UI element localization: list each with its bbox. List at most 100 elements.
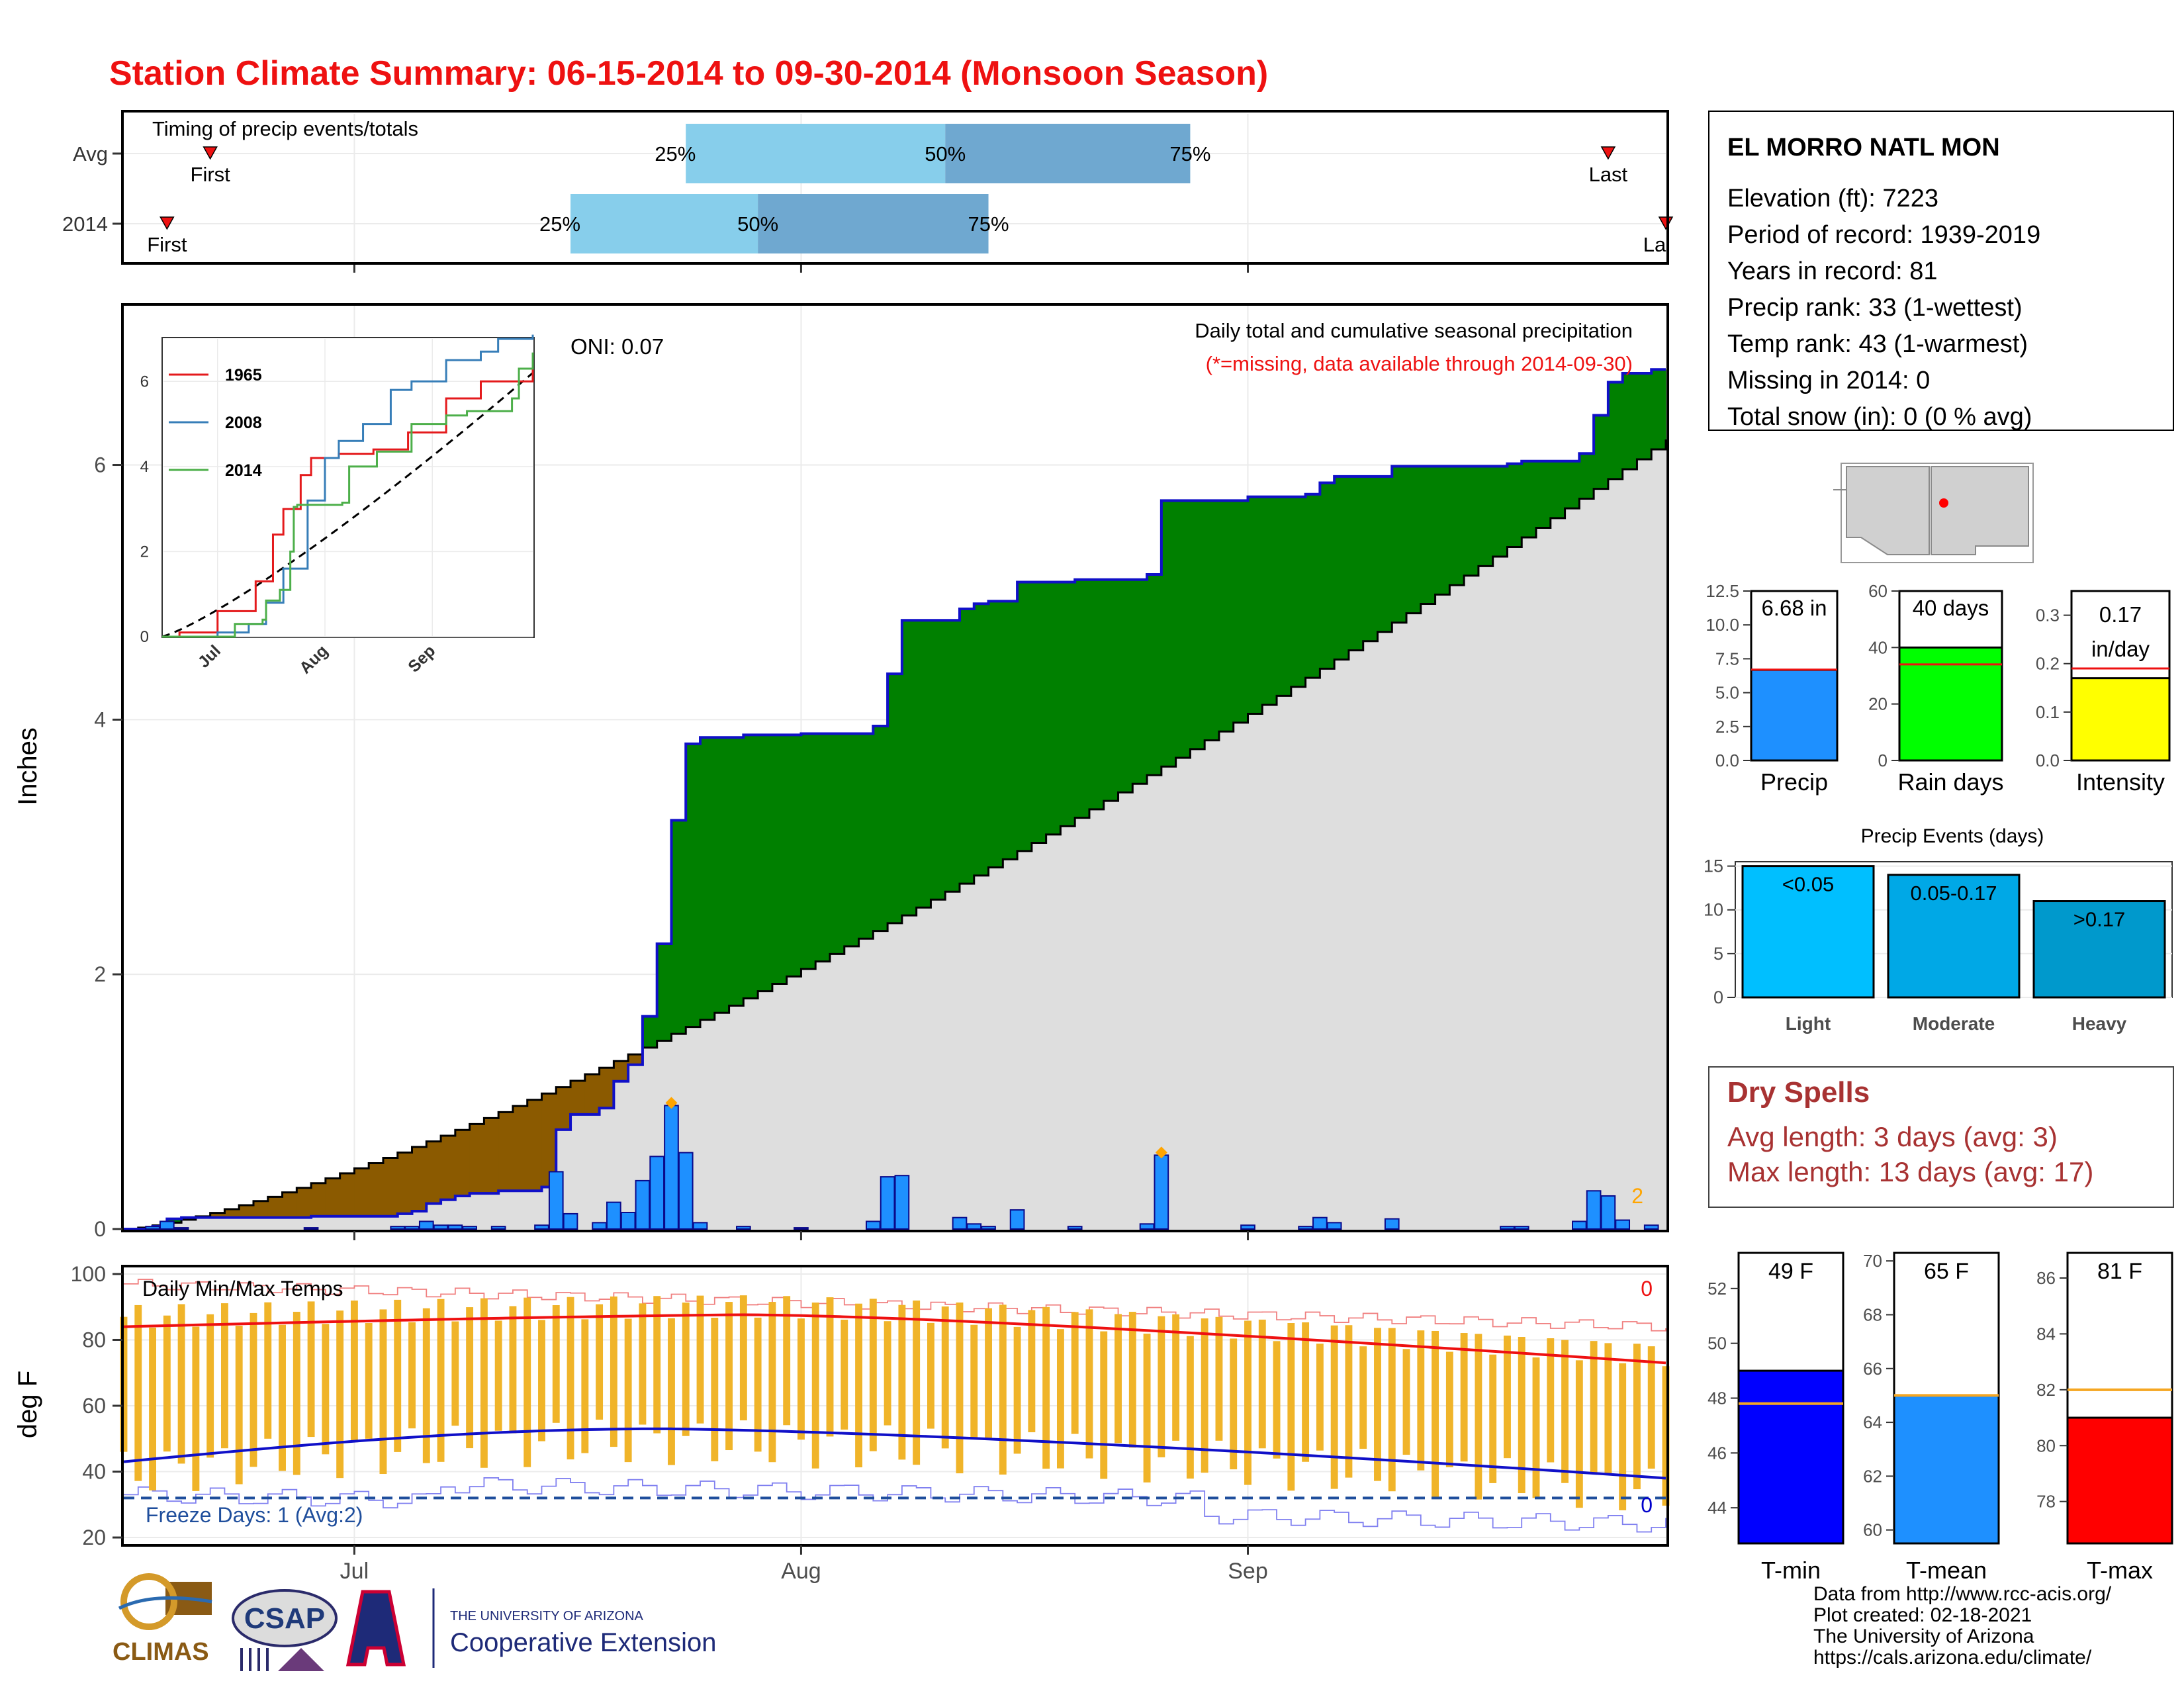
- credit-data-source: Data from http://www.rcc-acis.org/: [1813, 1583, 2112, 1605]
- daily-temp-bar: [797, 1318, 805, 1440]
- events-ytick-label: 15: [1704, 856, 1723, 876]
- daily-precip-bar: [1643, 1224, 1659, 1230]
- daily-precip-bar: [592, 1222, 607, 1230]
- inset-series-1965: [162, 360, 534, 638]
- daily-temp-bar: [264, 1302, 272, 1439]
- above-avg-segment: [1565, 461, 1580, 509]
- tsum-bar-T-max: [2066, 1416, 2173, 1545]
- events-ytick-label: 0: [1713, 987, 1723, 1007]
- daily-temp-bar: [1575, 1360, 1583, 1508]
- below-avg-segment: [210, 1212, 226, 1218]
- precip-events-panel: Precip Events (days) 0 5 10 15 <0.05 Light 0.0…: [1704, 825, 2173, 1034]
- tsum-ytick-label: 46: [1707, 1443, 1727, 1463]
- tsum-panel-name: T-min: [1761, 1557, 1821, 1584]
- above-avg-segment: [1334, 476, 1349, 660]
- inset-legend-label: 2014: [225, 461, 262, 480]
- summary-ytick-label: 0.2: [2036, 654, 2060, 674]
- above-avg-segment: [758, 735, 773, 991]
- tsum-ytick-label: 52: [1707, 1279, 1727, 1299]
- above-avg-segment: [873, 725, 888, 931]
- precip-ytick-label: 2: [94, 962, 106, 986]
- above-avg-segment: [1190, 500, 1205, 749]
- summary-ytick-label: 7.5: [1715, 649, 1739, 668]
- daily-precip-bar: [678, 1152, 694, 1230]
- daily-temp-bar: [783, 1296, 791, 1426]
- daily-precip-bar: [490, 1226, 506, 1230]
- daily-temp-bar: [1561, 1340, 1569, 1483]
- above-avg-segment: [1089, 579, 1105, 809]
- events-bar-label: >0.17: [2073, 908, 2125, 931]
- summary-value-label: 6.68 in: [1761, 596, 1827, 620]
- below-avg-segment: [570, 1080, 586, 1115]
- above-avg-segment: [945, 620, 960, 892]
- daily-temp-bar: [1316, 1344, 1324, 1451]
- daily-precip-bar: [1384, 1218, 1400, 1230]
- inset-avg-line: [161, 372, 533, 638]
- daily-temp-bar: [523, 1297, 531, 1467]
- dry-spells-max: Max length: 13 days (avg: 17): [1727, 1156, 2093, 1187]
- daily-temp-bar: [134, 1304, 142, 1481]
- climas-logo: CLIMAS: [113, 1573, 212, 1666]
- daily-temp-bar: [1244, 1320, 1251, 1485]
- events-ytick-label: 10: [1704, 900, 1723, 920]
- summary-ytick-label: 0.3: [2036, 606, 2060, 625]
- above-avg-segment: [642, 1016, 658, 1048]
- above-avg-segment: [1637, 373, 1652, 460]
- daily-temp-bar: [322, 1324, 330, 1455]
- above-avg-segment: [830, 733, 845, 954]
- inset-ytick-label: 2: [140, 543, 149, 561]
- daily-precip-bar: [1312, 1216, 1328, 1230]
- daily-temp-bar: [1633, 1344, 1641, 1490]
- daily-temp-bar: [1475, 1334, 1482, 1500]
- map-state-shape: [1846, 466, 1930, 555]
- above-avg-segment: [1406, 466, 1422, 614]
- daily-temp-bar: [1172, 1314, 1180, 1441]
- daily-precip-bar: [159, 1220, 175, 1230]
- daily-temp-bar: [1504, 1335, 1511, 1459]
- avg-cumulative-area: [124, 439, 1666, 1230]
- temp-title: Daily Min/Max Temps: [142, 1277, 343, 1301]
- summary-ytick-label: 20: [1868, 694, 1888, 714]
- daily-temp-bar: [1071, 1312, 1079, 1434]
- daily-precip-bar: [447, 1224, 463, 1230]
- record-count-label: 2: [1631, 1184, 1643, 1208]
- tsum-value-label: 49 F: [1768, 1259, 1813, 1284]
- daily-temp-bar: [466, 1307, 474, 1449]
- daily-precip-bar: [1615, 1219, 1631, 1230]
- daily-precip-bar: [635, 1179, 651, 1230]
- below-avg-segment: [311, 1183, 326, 1216]
- daily-temp-bar: [1662, 1366, 1670, 1506]
- tsum-ytick-label: 84: [2036, 1324, 2056, 1344]
- above-avg-segment: [1003, 601, 1018, 860]
- climas-logo-text: CLIMAS: [113, 1638, 209, 1666]
- daily-temp-bar: [841, 1319, 848, 1430]
- daily-temp-bar: [624, 1318, 632, 1463]
- daily-temp-bar: [1042, 1306, 1050, 1469]
- above-avg-segment: [1132, 579, 1148, 784]
- timing-q25-label: 25%: [539, 212, 580, 236]
- station-name: EL MORRO NATL MON: [1727, 134, 2000, 161]
- above-avg-segment: [657, 943, 672, 1041]
- daily-temp-bar: [1619, 1363, 1627, 1510]
- daily-temp-bar: [1489, 1354, 1497, 1483]
- above-avg-segment: [772, 735, 788, 984]
- daily-precip-bar: [433, 1224, 449, 1230]
- above-avg-segment: [786, 735, 802, 977]
- daily-temp-bar: [567, 1297, 574, 1460]
- below-avg-segment: [354, 1168, 369, 1216]
- daily-temp-bar: [451, 1321, 459, 1426]
- daily-precip-bar: [173, 1227, 189, 1230]
- timing-panel: Timing of precip events/totals 25% 50% 75%…: [62, 110, 1674, 273]
- ua-logo-line1: THE UNIVERSITY OF ARIZONA: [450, 1609, 644, 1623]
- tsum-ytick-label: 70: [1863, 1251, 1882, 1271]
- above-avg-segment: [743, 735, 758, 999]
- tsum-ytick-label: 66: [1863, 1359, 1882, 1379]
- above-avg-segment: [1046, 582, 1062, 835]
- tsum-ytick-label: 62: [1863, 1466, 1882, 1486]
- events-bar-Heavy: [2032, 900, 2166, 999]
- daily-precip-bar: [794, 1227, 809, 1230]
- credit-university: The University of Arizona: [1813, 1625, 2034, 1647]
- summary-bar-Intensity: [2070, 677, 2171, 762]
- below-avg-segment: [599, 1068, 614, 1109]
- tsum-ytick-label: 60: [1863, 1520, 1882, 1540]
